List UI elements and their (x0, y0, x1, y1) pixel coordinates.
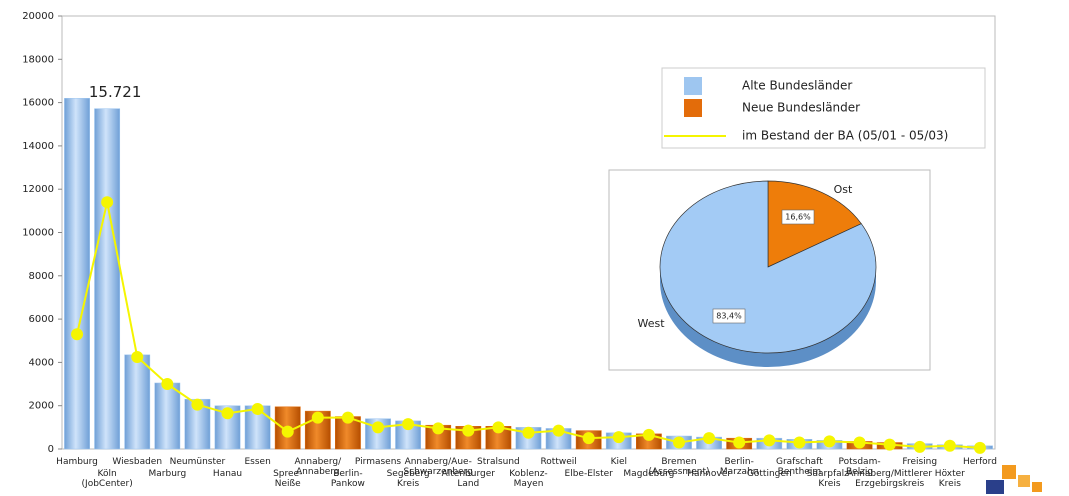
y-tick-label: 12000 (22, 184, 54, 195)
line-marker (221, 407, 234, 420)
line-marker (913, 440, 926, 453)
line-marker (372, 421, 385, 434)
y-tick-label: 20000 (22, 11, 54, 22)
line-marker (793, 436, 806, 449)
legend-swatch (684, 77, 702, 95)
y-tick-label: 10000 (22, 228, 54, 239)
x-tick-label: Potsdam-Belzig (839, 457, 881, 477)
line-marker (582, 432, 595, 445)
line-marker (733, 436, 746, 449)
line-marker (522, 426, 535, 439)
x-tick-label: Kiel (611, 457, 627, 467)
x-tick-label: Wiesbaden (112, 457, 162, 467)
line-marker (462, 424, 475, 437)
x-tick-label: Freising (902, 457, 937, 467)
x-tick-label: Köln (JobCenter) (82, 469, 133, 489)
x-tick-label: Hamburg (56, 457, 98, 467)
x-tick-label: Herford (963, 457, 997, 467)
x-tick-label: Grafschaft Bentheim (776, 457, 823, 477)
x-tick-label: Annaberg/Annaberg (295, 457, 343, 477)
line-marker (71, 328, 84, 341)
line-marker (672, 436, 685, 449)
y-tick-label: 0 (48, 444, 54, 455)
line-marker (552, 424, 565, 437)
pie-label-box (781, 209, 815, 225)
x-tick-label: Marburg (149, 469, 187, 479)
x-tick-label: Annaberg/Aue-Schwarzenberg (403, 457, 472, 477)
y-tick-label: 6000 (29, 314, 54, 325)
x-tick-label: Stralsund (477, 457, 520, 467)
x-tick-label: Neumünster (170, 457, 226, 467)
line-marker (131, 350, 144, 363)
line-marker (703, 432, 716, 445)
line-marker (612, 431, 625, 444)
x-tick-label: Höxter Kreis (935, 469, 965, 489)
y-tick-label: 18000 (22, 54, 54, 65)
x-tick-label: Saarpfalz-Kreis (807, 469, 852, 489)
line-marker (853, 436, 866, 449)
y-tick-label: 4000 (29, 357, 54, 368)
line-marker (763, 434, 776, 447)
x-tick-label: Koblenz-Mayen (509, 469, 547, 489)
x-tick-label: Rottweil (540, 457, 576, 467)
x-tick-label: Hannover (687, 469, 731, 479)
bar (64, 98, 90, 450)
line-marker (311, 411, 324, 424)
line-marker (883, 438, 896, 451)
legend-label: Alte Bundesländer (742, 79, 852, 93)
y-tick-label: 14000 (22, 141, 54, 152)
y-tick-label: 8000 (29, 271, 54, 282)
line-marker (823, 435, 836, 448)
line-marker (973, 441, 986, 454)
x-tick-label: Magdeburg (623, 469, 674, 479)
line-marker (341, 411, 354, 424)
pie-label-box (712, 308, 746, 324)
bar (94, 108, 121, 450)
legend-box (661, 67, 986, 149)
line-marker (281, 425, 294, 438)
line-marker (943, 439, 956, 452)
legend-swatch (684, 99, 702, 117)
pie-category-label: West (637, 317, 665, 330)
line-marker (492, 421, 505, 434)
x-tick-label: Pirmasens (355, 457, 401, 467)
y-tick-label: 2000 (29, 401, 54, 412)
line-marker (432, 422, 445, 435)
x-tick-label: Spree-Neiße (273, 469, 302, 489)
x-tick-label: Berlin-Pankow (331, 469, 365, 489)
pie-value-label: 16,6% (785, 213, 811, 222)
x-tick-label: Annaberg/Mittlerer Erzgebirgskreis (847, 469, 932, 489)
value-label: 15.721 (89, 83, 142, 101)
pie-value-label: 83,4% (716, 312, 742, 321)
x-tick-label: Hanau (213, 469, 242, 479)
x-tick-label: Elbe-Elster (565, 469, 614, 479)
line-marker (161, 378, 174, 391)
x-tick-label: Altenburger Land (442, 469, 496, 489)
line-marker (402, 418, 415, 431)
pie-category-label: Ost (834, 183, 853, 196)
x-tick-label: Berlin-Marzahn (720, 457, 759, 477)
x-tick-label: Essen (244, 457, 270, 467)
line-marker (191, 398, 204, 411)
x-tick-label: Bremen (Assessment) (648, 457, 709, 477)
logo (986, 465, 1042, 494)
line-marker (101, 196, 114, 209)
legend-label: Neue Bundesländer (742, 101, 860, 115)
bar (124, 354, 151, 450)
y-tick-label: 16000 (22, 98, 54, 109)
legend-label: im Bestand der BA (05/01 - 05/03) (742, 129, 948, 143)
line-marker (251, 402, 264, 415)
x-tick-label: Segeberg Kreis (387, 469, 430, 489)
pie-slice (767, 180, 862, 268)
bar (154, 382, 181, 450)
x-tick-label: Göttingen (747, 469, 792, 479)
line-marker (642, 428, 655, 441)
